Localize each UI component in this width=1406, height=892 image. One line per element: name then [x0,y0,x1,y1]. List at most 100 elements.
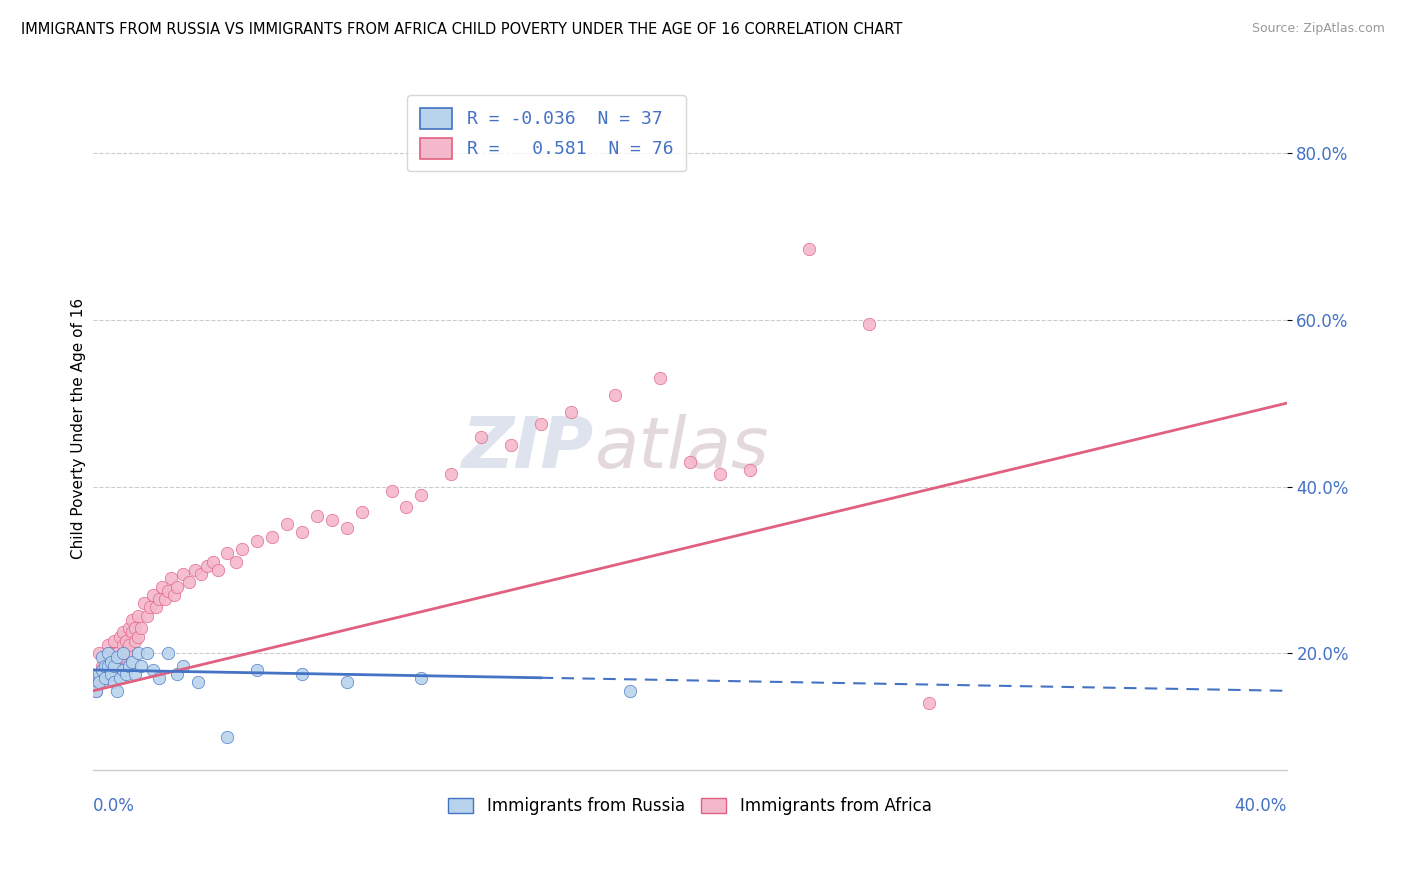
Point [108,650,131,665]
Point [530,417,553,431]
Point [246,663,269,677]
Point [148,671,170,685]
Text: IMMIGRANTS FROM RUSSIA VS IMMIGRANTS FROM AFRICA CHILD POVERTY UNDER THE AGE OF : IMMIGRANTS FROM RUSSIA VS IMMIGRANTS FRO… [21,22,903,37]
Point [619,683,641,698]
Point [153,592,176,607]
Point [100,646,122,660]
Point [336,521,359,535]
Point [94,658,117,673]
Point [560,404,582,418]
Point [156,583,179,598]
Point [124,621,146,635]
Point [103,633,125,648]
Point [115,646,138,660]
Point [190,567,212,582]
Point [166,580,188,594]
Point [121,625,143,640]
Point [129,621,152,635]
Y-axis label: Child Poverty Under the Age of 16: Child Poverty Under the Age of 16 [72,298,86,558]
Point [121,613,143,627]
Point [111,625,134,640]
Point [94,667,117,681]
Point [738,463,761,477]
Point [91,658,114,673]
Point [166,667,188,681]
Point [350,504,373,518]
Point [858,317,880,331]
Point [127,630,149,644]
Point [97,658,120,673]
Point [262,530,284,544]
Point [605,388,627,402]
Point [917,696,939,710]
Point [411,671,433,685]
Point [118,658,141,673]
Point [440,467,463,481]
Point [103,675,125,690]
Point [127,608,149,623]
Point [132,596,155,610]
Point [395,500,418,515]
Point [111,663,134,677]
Point [127,646,149,660]
Point [163,588,186,602]
Point [115,667,138,681]
Point [118,621,141,635]
Point [94,650,117,665]
Point [648,371,671,385]
Point [709,467,731,481]
Point [380,483,402,498]
Point [470,429,492,443]
Point [187,675,209,690]
Point [336,675,359,690]
Point [217,730,239,744]
Point [172,658,194,673]
Point [105,646,128,660]
Point [108,671,131,685]
Point [105,650,128,665]
Text: 0.0%: 0.0% [93,797,135,815]
Point [94,671,117,685]
Point [183,563,205,577]
Point [679,454,702,468]
Point [111,638,134,652]
Point [124,667,146,681]
Point [217,546,239,560]
Point [246,533,269,548]
Point [89,671,111,685]
Point [103,658,125,673]
Point [135,646,157,660]
Point [105,683,128,698]
Point [121,655,143,669]
Point [118,638,141,652]
Point [115,633,138,648]
Point [142,588,165,602]
Point [177,575,200,590]
Point [145,600,167,615]
Point [111,646,134,660]
Point [321,513,343,527]
Point [84,683,107,698]
Point [142,663,165,677]
Legend: Immigrants from Russia, Immigrants from Africa: Immigrants from Russia, Immigrants from … [440,789,939,823]
Text: atlas: atlas [595,414,769,483]
Text: 40.0%: 40.0% [1234,797,1286,815]
Point [291,525,314,540]
Point [129,658,152,673]
Point [103,650,125,665]
Point [97,638,120,652]
Point [172,567,194,582]
Point [108,630,131,644]
Point [305,508,328,523]
Point [89,646,111,660]
Point [105,658,128,673]
Point [84,683,107,698]
Point [276,517,298,532]
Point [91,675,114,690]
Point [159,571,181,585]
Point [124,633,146,648]
Point [91,650,114,665]
Point [799,242,821,256]
Text: ZIP: ZIP [463,414,595,483]
Point [89,667,111,681]
